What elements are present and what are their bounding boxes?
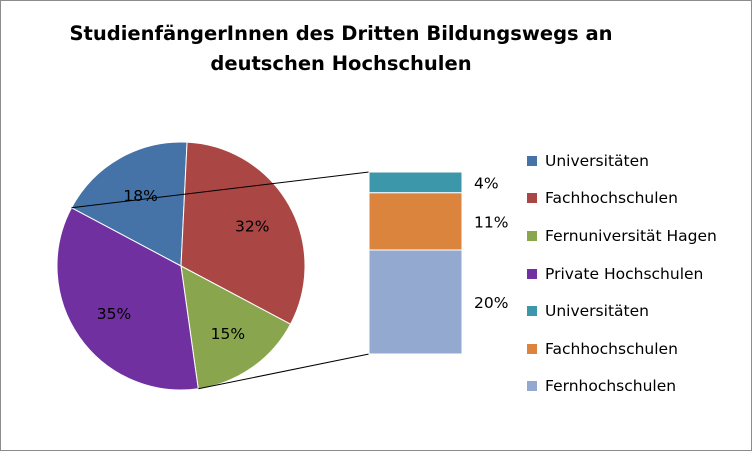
- legend-item-3: Private Hochschulen: [527, 255, 749, 293]
- legend-item-0: Universitäten: [527, 142, 749, 180]
- stacked-bar: [368, 171, 463, 355]
- legend-label-1: Fachhochschulen: [545, 189, 678, 208]
- pie-slice-1: [180, 141, 306, 325]
- pie-slice-label-2: 15%: [211, 325, 245, 343]
- legend-swatch-6: [527, 381, 537, 392]
- legend-label-4: Universitäten: [545, 302, 649, 321]
- legend-swatch-5: [527, 343, 537, 354]
- bar-segment-label-2: 20%: [474, 294, 508, 312]
- bar-segment-1: [368, 192, 463, 251]
- legend-label-3: Private Hochschulen: [545, 264, 704, 283]
- bar-segment-2: [368, 249, 463, 355]
- pie-slice-0: [70, 141, 188, 267]
- legend-label-5: Fachhochschulen: [545, 339, 678, 358]
- legend-item-1: Fachhochschulen: [527, 180, 749, 218]
- legend-label-6: Fernhochschulen: [545, 377, 677, 396]
- pie-slice-3: [56, 207, 199, 391]
- legend-label-2: Fernuniversität Hagen: [545, 226, 717, 245]
- legend-swatch-4: [527, 306, 537, 317]
- connector-lines: [71, 171, 370, 390]
- legend-item-2: Fernuniversität Hagen: [527, 217, 749, 255]
- chart-title-line-1: StudienfängerInnen des Dritten Bildungsw…: [69, 22, 613, 45]
- legend-item-6: Fernhochschulen: [527, 368, 749, 406]
- legend-item-5: Fachhochschulen: [527, 330, 749, 368]
- pie-slice-label-0: 18%: [123, 187, 157, 205]
- legend: Universitäten Fachhochschulen Fernuniversi…: [527, 142, 749, 405]
- legend-swatch-1: [527, 193, 537, 204]
- connector-line-1: [198, 353, 370, 390]
- legend-swatch-2: [527, 230, 537, 241]
- bar-segment-0: [368, 171, 463, 194]
- chart-title-line-2: deutschen Hochschulen: [210, 52, 472, 75]
- chart-title: StudienfängerInnen des Dritten Bildungsw…: [41, 19, 641, 79]
- legend-swatch-0: [527, 155, 537, 166]
- pie-slice-label-3: 35%: [97, 305, 131, 323]
- connector-line-0: [71, 171, 370, 209]
- pie-group: [56, 141, 306, 391]
- legend-swatch-3: [527, 268, 537, 279]
- bar-segment-label-1: 11%: [474, 213, 508, 231]
- legend-label-0: Universitäten: [545, 151, 649, 170]
- bar-segment-label-0: 4%: [474, 174, 499, 192]
- legend-item-4: Universitäten: [527, 292, 749, 330]
- data-labels: 18% 32% 15% 35% 4% 11% 20%: [97, 174, 509, 343]
- pie-slice-label-1: 32%: [235, 218, 269, 236]
